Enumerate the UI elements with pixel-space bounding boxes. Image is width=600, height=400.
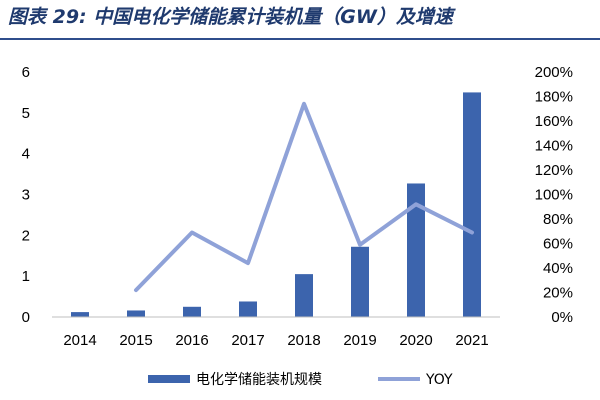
left-tick-label: 1 xyxy=(22,268,30,285)
left-tick-label: 6 xyxy=(22,64,30,81)
left-tick-label: 4 xyxy=(22,146,30,163)
bar-series xyxy=(71,92,481,318)
legend-bar-swatch xyxy=(148,375,190,383)
x-tick-label: 2019 xyxy=(343,332,376,349)
x-tick-label: 2018 xyxy=(287,332,320,349)
right-tick-label: 0% xyxy=(551,309,573,326)
bar-2015 xyxy=(127,310,145,317)
right-tick-label: 140% xyxy=(535,138,573,155)
bar-2019 xyxy=(351,246,369,317)
right-tick-label: 160% xyxy=(535,113,573,130)
left-tick-label: 2 xyxy=(22,227,30,244)
bar-2014 xyxy=(71,312,89,317)
right-tick-label: 20% xyxy=(543,285,573,302)
x-tick-label: 2015 xyxy=(119,332,152,349)
legend-line-label: YOY xyxy=(425,372,453,388)
x-axis-ticks: 2014 2015 2016 2017 2018 2019 2020 2021 xyxy=(63,332,488,349)
left-tick-label: 3 xyxy=(22,187,30,204)
bar-2017 xyxy=(239,301,257,317)
right-tick-label: 80% xyxy=(543,211,573,228)
right-tick-label: 200% xyxy=(535,64,573,81)
right-tick-label: 180% xyxy=(535,89,573,106)
left-tick-label: 0 xyxy=(22,309,30,326)
title-divider xyxy=(0,38,600,40)
legend: 电化学储能装机规模 YOY xyxy=(148,372,453,388)
bar-2021 xyxy=(463,92,481,318)
right-tick-label: 100% xyxy=(535,187,573,204)
right-axis-ticks: 0% 20% 40% 60% 80% 100% 120% 140% 160% 180% 200% xyxy=(535,64,573,326)
bar-2020 xyxy=(407,183,425,317)
x-tick-label: 2017 xyxy=(231,332,264,349)
left-axis-ticks: 0 1 2 3 4 5 6 xyxy=(22,64,30,326)
yoy-line-series xyxy=(134,101,474,293)
bar-2018 xyxy=(295,274,313,317)
x-tick-label: 2020 xyxy=(399,332,432,349)
chart-title: 图表 29: 中国电化学储能累计装机量（GW）及增速 xyxy=(8,6,453,28)
legend-bar-label: 电化学储能装机规模 xyxy=(196,372,322,388)
x-tick-label: 2014 xyxy=(63,332,96,349)
right-tick-label: 60% xyxy=(543,236,573,253)
right-tick-label: 120% xyxy=(535,162,573,179)
x-tick-label: 2021 xyxy=(455,332,488,349)
x-tick-label: 2016 xyxy=(175,332,208,349)
left-tick-label: 5 xyxy=(22,105,30,122)
right-tick-label: 40% xyxy=(543,260,573,277)
bar-2016 xyxy=(183,306,201,317)
